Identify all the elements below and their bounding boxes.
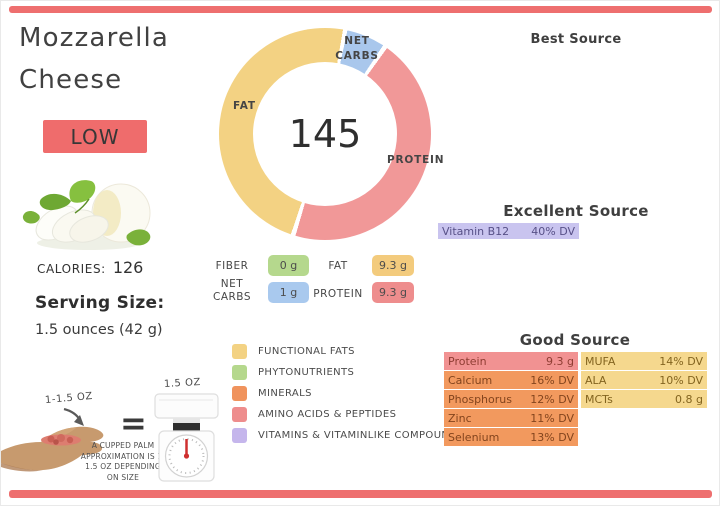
donut-center-calories: 145 [288, 112, 362, 156]
nutrient-name: Selenium [448, 430, 500, 444]
nutrient-name: MUFA [585, 354, 616, 368]
good-source-row: MUFA 14% DV [581, 352, 707, 370]
net-carbs-label: NET CARBS [213, 278, 251, 303]
mozzarella-photo [22, 180, 151, 250]
page-title: Mozzarella Cheese [19, 17, 169, 101]
good-source-row: Zinc 11% DV [444, 409, 578, 427]
donut-label-protein: PROTEIN [387, 154, 445, 166]
serving-size-label: Serving Size: [35, 293, 165, 313]
legend-swatch-yellow-icon [232, 344, 247, 359]
legend-item-phytonutrients: PHYTONUTRIENTS [232, 362, 464, 383]
legend-item-functional-fats: FUNCTIONAL FATS [232, 341, 464, 362]
nutrient-name: Protein [448, 354, 487, 368]
good-source-row: MCTs 0.8 g [581, 390, 707, 408]
hand-portion-label: 1-1.5 OZ [44, 390, 94, 407]
palm-caption: A CUPPED PALM APPROXIMATION IS 1-1.5 OZ … [80, 441, 166, 482]
donut-label-net-carbs: NET CARBS [335, 35, 379, 62]
calories-label: CALORIES: [37, 262, 106, 276]
carb-level-label: LOW [70, 124, 120, 149]
nutrient-value: 40% DV [531, 224, 575, 238]
protein-value-badge: 9.3 g [372, 282, 414, 303]
best-source-header: Best Source [530, 32, 622, 47]
nutrient-legend: FUNCTIONAL FATS PHYTONUTRIENTS MINERALS … [232, 341, 464, 446]
nutrient-name: Vitamin B12 [442, 224, 510, 238]
nutrient-name: ALA [585, 373, 607, 387]
equals-sign: = [120, 404, 147, 442]
kitchen-scale-illustration [154, 393, 219, 482]
top-accent-bar [9, 6, 712, 13]
macro-donut-chart: 145 FAT NET CARBS PROTEIN [219, 28, 444, 240]
nutrient-name: MCTs [585, 392, 613, 406]
good-source-header: Good Source [519, 331, 631, 349]
nutrient-value: 16% DV [530, 373, 574, 387]
donut-label-fat: FAT [233, 100, 256, 112]
scale-portion-label: 1.5 OZ [163, 377, 202, 390]
carb-level-badge: LOW [43, 120, 147, 153]
excellent-source-row: Vitamin B12 40% DV [438, 223, 579, 239]
serving-size-value: 1.5 ounces (42 g) [35, 322, 163, 338]
legend-swatch-red-icon [232, 407, 247, 422]
net-carbs-value-badge: 1 g [268, 282, 309, 303]
nutrient-value: 13% DV [530, 430, 574, 444]
arrow-down-right-icon [63, 408, 84, 426]
legend-item-amino-acids: AMINO ACIDS & PEPTIDES [232, 404, 464, 425]
nutrient-name: Calcium [448, 373, 493, 387]
good-source-row: Phosphorus 12% DV [444, 390, 578, 408]
protein-label: PROTEIN [313, 288, 363, 300]
nutrient-value: 0.8 g [675, 392, 703, 406]
excellent-source-header: Excellent Source [503, 202, 649, 220]
nutrient-value: 10% DV [659, 373, 703, 387]
legend-swatch-green-icon [232, 365, 247, 380]
nutrient-value: 9.3 g [546, 354, 574, 368]
calories-value: 126 [112, 258, 144, 277]
title-line-1: Mozzarella [19, 23, 170, 53]
good-source-row: Selenium 13% DV [444, 428, 578, 446]
nutrient-value: 11% DV [530, 411, 574, 425]
bottom-accent-bar [9, 490, 712, 498]
legend-swatch-purple-icon [232, 428, 247, 443]
nutrient-name: Zinc [448, 411, 472, 425]
fat-label: FAT [328, 260, 348, 272]
legend-item-vitamins: VITAMINS & VITAMINLIKE COMPOUNDS [232, 425, 464, 446]
nutrient-value: 12% DV [530, 392, 574, 406]
cupped-hand-illustration [1, 426, 104, 472]
nutrient-name: Phosphorus [448, 392, 512, 406]
good-source-row: Protein 9.3 g [444, 352, 578, 370]
fiber-label: FIBER [215, 260, 249, 272]
calories-line: CALORIES: 126 [37, 258, 143, 277]
nutrient-value: 14% DV [659, 354, 703, 368]
title-line-2: Cheese [19, 65, 123, 95]
good-source-row: Calcium 16% DV [444, 371, 578, 389]
fiber-value-badge: 0 g [268, 255, 309, 276]
good-source-row: ALA 10% DV [581, 371, 707, 389]
legend-swatch-orange-icon [232, 386, 247, 401]
legend-item-minerals: MINERALS [232, 383, 464, 404]
fat-value-badge: 9.3 g [372, 255, 414, 276]
basil-leaf-icon [69, 180, 96, 203]
